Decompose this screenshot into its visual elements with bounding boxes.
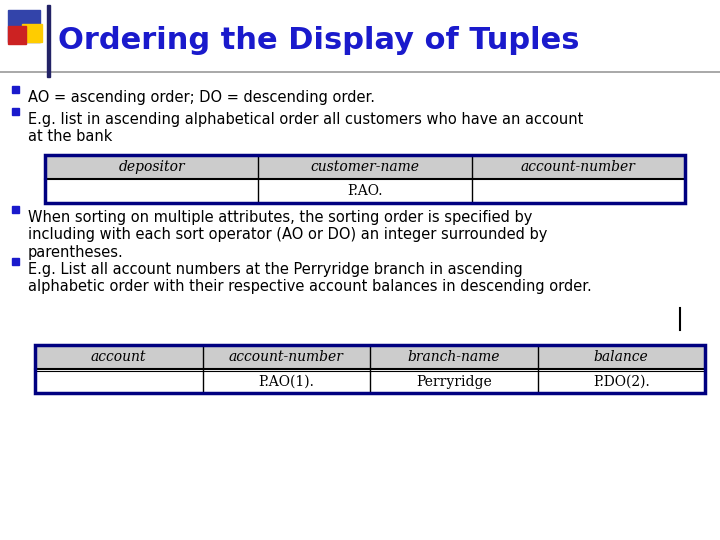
Text: P.AO.: P.AO. xyxy=(347,184,383,198)
Bar xyxy=(22,24,42,42)
Bar xyxy=(35,345,705,393)
Text: E.g. List all account numbers at the Perryridge branch in ascending
alphabetic o: E.g. List all account numbers at the Per… xyxy=(28,262,592,294)
Text: E.g. list in ascending alphabetical order all customers who have an account
at t: E.g. list in ascending alphabetical orde… xyxy=(28,112,583,144)
Bar xyxy=(12,206,19,213)
Text: account: account xyxy=(91,350,146,364)
Text: balance: balance xyxy=(594,350,649,364)
Bar xyxy=(45,179,685,203)
Bar xyxy=(45,155,685,203)
Text: account-number: account-number xyxy=(521,160,636,174)
Text: depositor: depositor xyxy=(118,160,185,174)
Bar xyxy=(45,155,685,179)
Bar xyxy=(12,258,19,265)
Bar xyxy=(8,26,26,44)
Bar xyxy=(12,108,19,115)
Bar xyxy=(47,5,50,77)
Bar xyxy=(35,369,705,393)
Text: Ordering the Display of Tuples: Ordering the Display of Tuples xyxy=(58,26,580,55)
Text: branch-name: branch-name xyxy=(408,350,500,364)
Text: account-number: account-number xyxy=(229,350,343,364)
Text: When sorting on multiple attributes, the sorting order is specified by
including: When sorting on multiple attributes, the… xyxy=(28,210,547,260)
Bar xyxy=(35,345,705,369)
Text: P.AO(1).: P.AO(1). xyxy=(258,375,314,389)
Text: P.DO(2).: P.DO(2). xyxy=(593,375,649,389)
Text: AO = ascending order; DO = descending order.: AO = ascending order; DO = descending or… xyxy=(28,90,375,105)
Text: Perryridge: Perryridge xyxy=(416,375,492,389)
Text: customer-name: customer-name xyxy=(310,160,420,174)
Bar xyxy=(8,10,40,42)
Bar xyxy=(12,86,19,93)
